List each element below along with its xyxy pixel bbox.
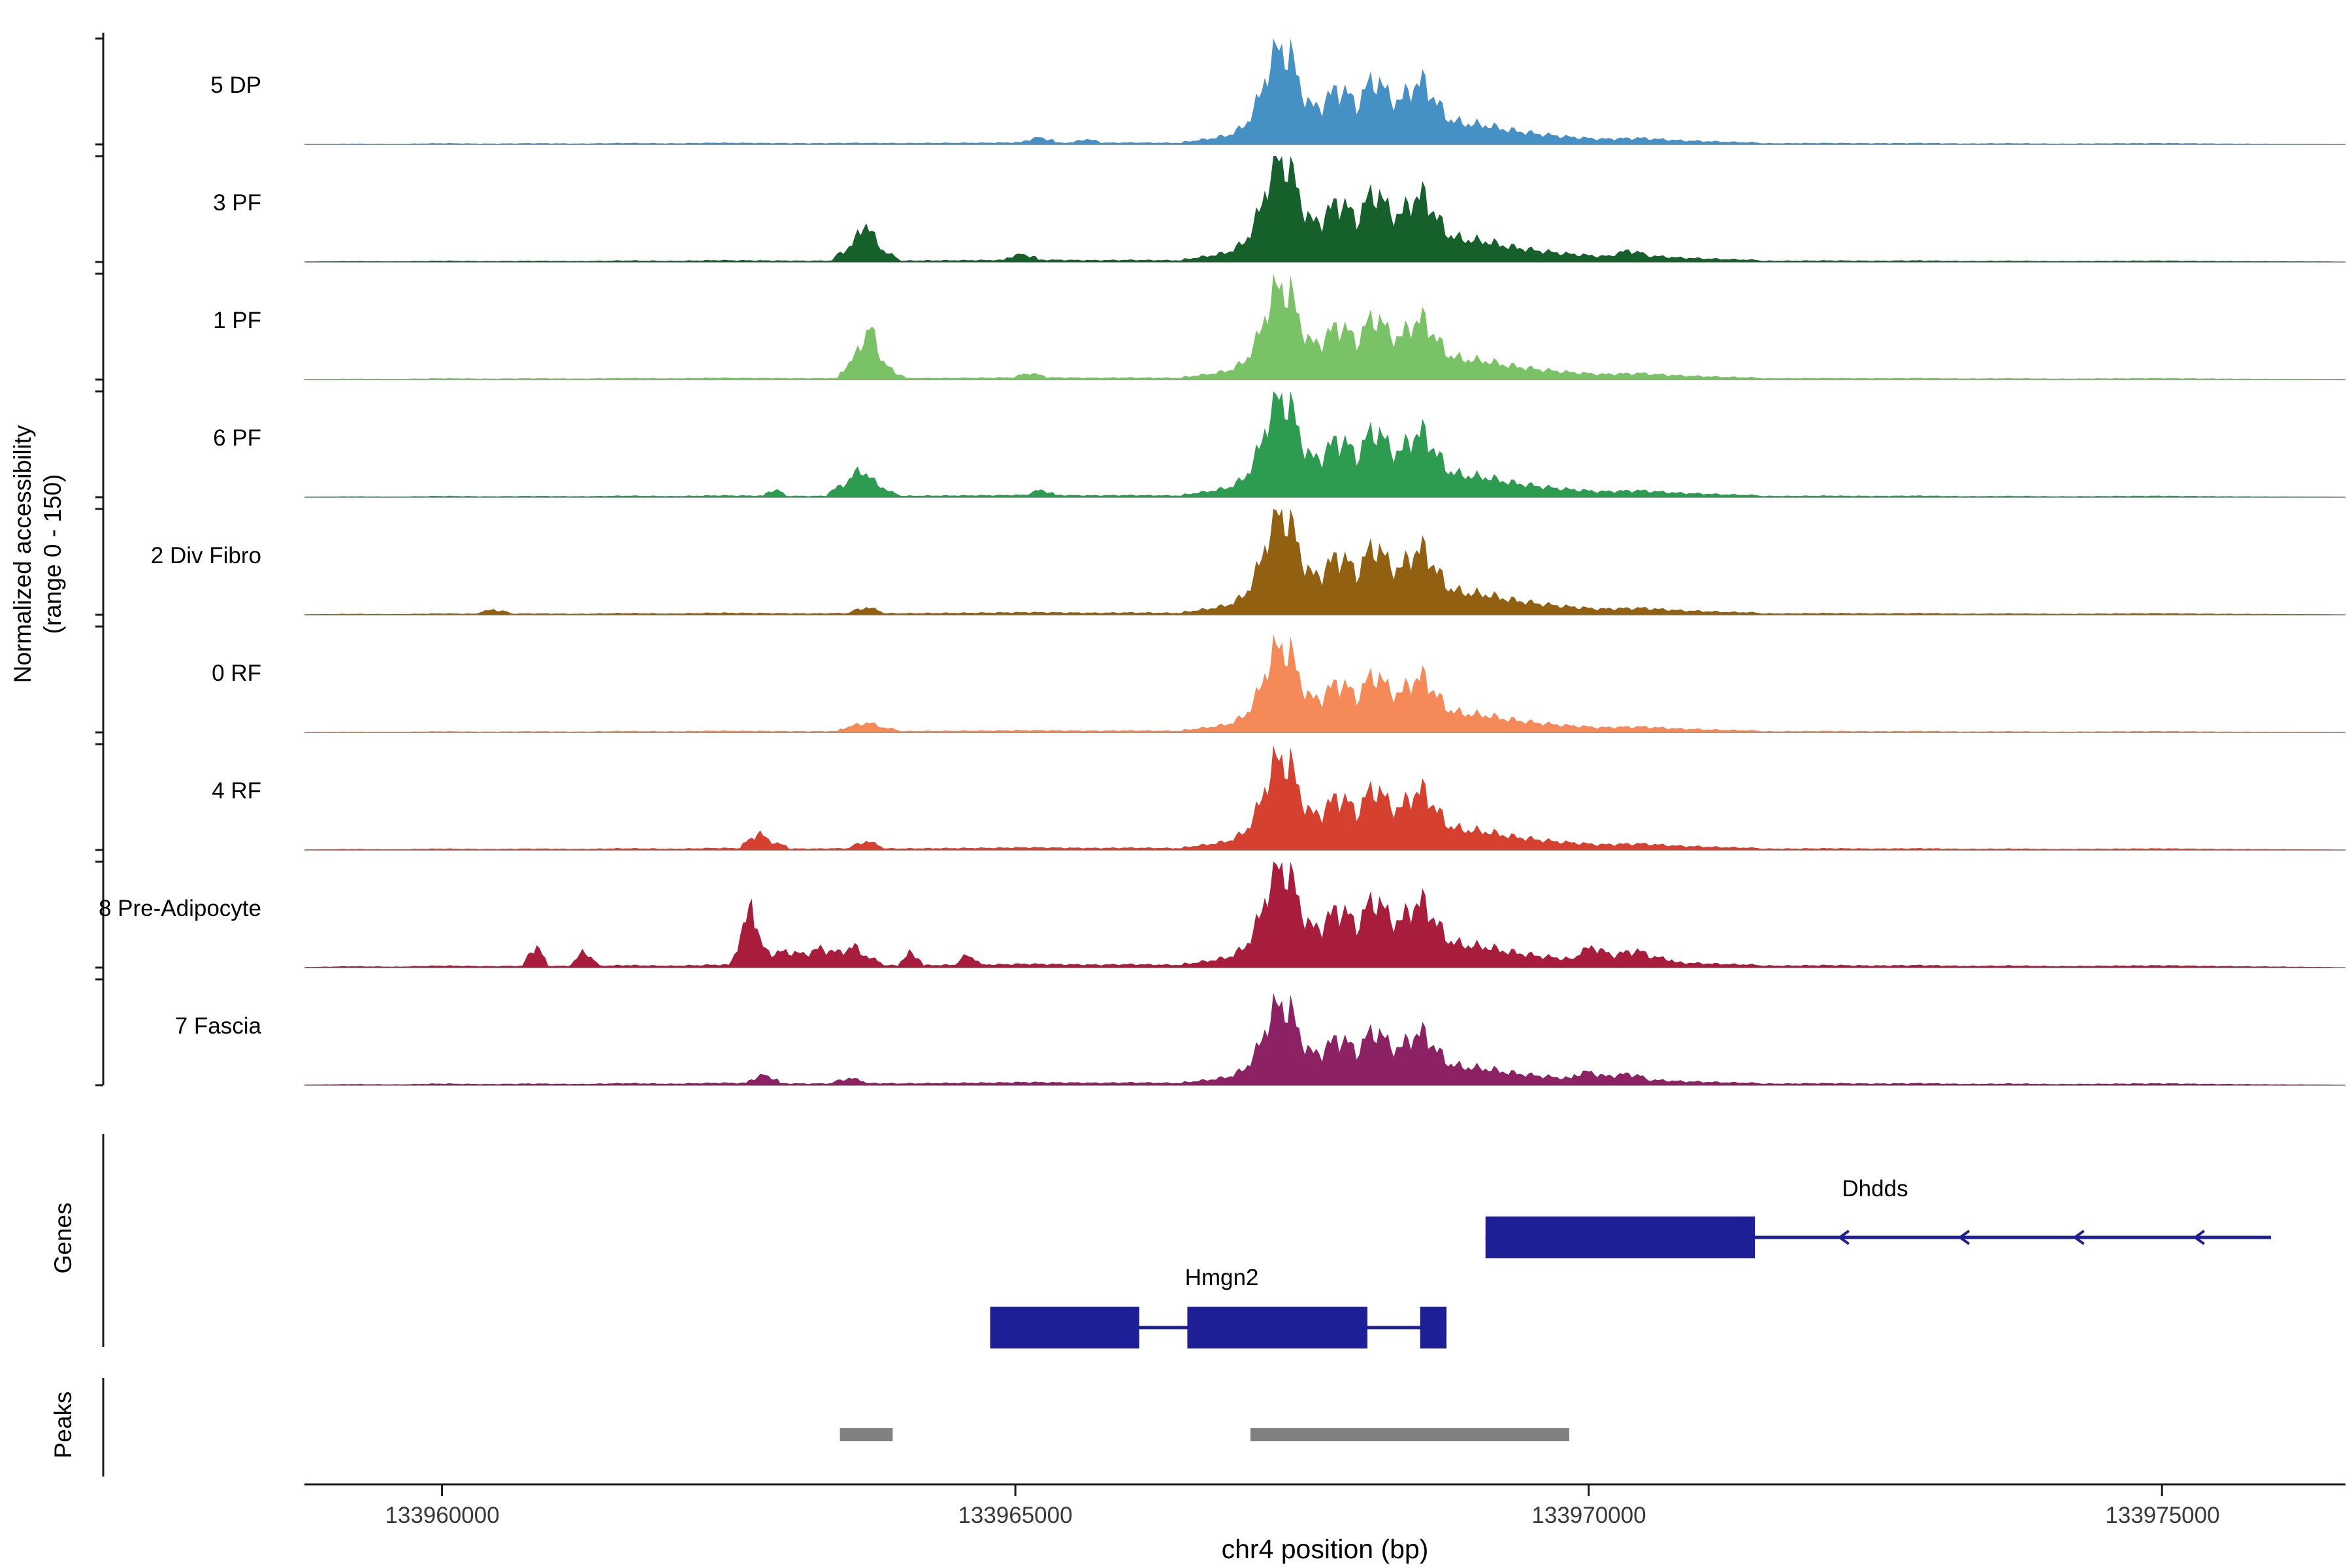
coverage-track-4-rf bbox=[304, 745, 2345, 850]
track-label-0-rf: 0 RF bbox=[212, 661, 261, 686]
x-tick-label-133970000: 133970000 bbox=[1531, 1503, 1646, 1528]
coverage-track-1-pf bbox=[304, 274, 2345, 380]
gene-exon-hmgn2 bbox=[1187, 1307, 1367, 1348]
gene-exon-hmgn2 bbox=[990, 1307, 1139, 1348]
coverage-track-8-pre-adipocyte bbox=[304, 862, 2345, 968]
coverage-track-5-dp bbox=[304, 39, 2345, 144]
track-label-6-pf: 6 PF bbox=[213, 425, 261, 451]
gene-strand-arrow-icon bbox=[2072, 1230, 2085, 1245]
coverage-track-2-div-fibro bbox=[304, 509, 2345, 615]
gene-label-hmgn2: Hmgn2 bbox=[1184, 1265, 1259, 1290]
x-axis-title: chr4 position (bp) bbox=[1221, 1534, 1429, 1564]
x-tick-label-133965000: 133965000 bbox=[958, 1503, 1073, 1528]
track-label-3-pf: 3 PF bbox=[213, 190, 261, 216]
track-label-4-rf: 4 RF bbox=[212, 778, 261, 804]
coverage-track-6-pf bbox=[304, 391, 2345, 497]
track-label-7-fascia: 7 Fascia bbox=[174, 1013, 261, 1039]
peak-region-bar bbox=[840, 1428, 893, 1441]
track-label-8-pre-adipocyte: 8 Pre-Adipocyte bbox=[98, 896, 261, 921]
peak-region-bar bbox=[1250, 1428, 1569, 1441]
track-label-1-pf: 1 PF bbox=[213, 308, 261, 333]
gene-strand-arrow-icon bbox=[1837, 1230, 1850, 1245]
coverage-track-3-pf bbox=[304, 156, 2345, 262]
gene-strand-arrow-icon bbox=[1957, 1230, 1970, 1245]
coverage-track-0-rf bbox=[304, 634, 2345, 732]
gene-label-dhdds: Dhdds bbox=[1842, 1176, 1908, 1201]
x-tick-label-133960000: 133960000 bbox=[385, 1503, 500, 1528]
peaks-section-label: Peaks bbox=[50, 1391, 76, 1459]
track-label-2-div-fibro: 2 Div Fibro bbox=[150, 543, 261, 568]
gene-strand-arrow-icon bbox=[2193, 1230, 2206, 1245]
track-label-5-dp: 5 DP bbox=[210, 73, 261, 98]
coverage-track-7-fascia bbox=[304, 992, 2345, 1085]
gene-exon-dhdds bbox=[1485, 1217, 1756, 1258]
x-tick-label-133975000: 133975000 bbox=[2105, 1503, 2220, 1528]
gene-exon-hmgn2 bbox=[1420, 1307, 1447, 1348]
